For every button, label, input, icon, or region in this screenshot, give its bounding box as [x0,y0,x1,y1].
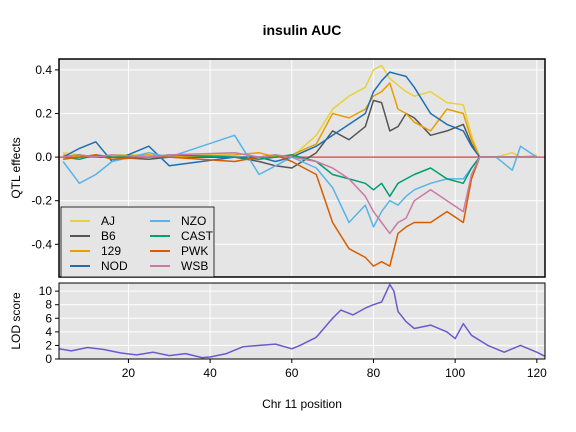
legend-label: WSB [181,259,208,273]
series-line-nod [62,71,537,167]
effects-y-ticks: -0.4 -0.2 0.0 0.2 0.4 [31,63,59,251]
lod-y-tick-label: 8 [45,298,52,312]
legend-label: B6 [101,229,116,243]
x-tick-label: 60 [285,366,299,380]
effects-y-tick-label: 0.2 [35,107,52,121]
legend-label: PWK [181,244,208,258]
lod-y-tick-label: 4 [45,325,52,339]
lod-y-tick-label: 0 [45,352,52,366]
effects-series-lines [62,64,538,267]
legend-label: NOD [101,259,128,273]
effects-panel: -0.4 -0.2 0.0 0.2 0.4 QTL effects AJB6129NOD… [9,58,546,278]
legend-label: CAST [181,229,214,243]
lod-score-line [58,283,546,359]
x-tick-label: 40 [203,366,217,380]
lod-y-tick-label: 10 [39,284,53,298]
series-line-wsb [62,151,537,235]
x-tick-label: 20 [122,366,136,380]
effects-y-tick-label: -0.2 [31,194,52,208]
lod-series-line [58,283,546,359]
effects-y-tick-label: -0.4 [31,237,52,251]
lod-y-axis-label: LOD score [9,292,23,350]
lod-plot-background [59,283,545,359]
lod-x-ticks: 20 40 60 80 100 120 [122,359,547,380]
lod-y-tick-label: 2 [45,338,52,352]
effects-y-tick-label: 0.4 [35,63,52,77]
x-axis-label: Chr 11 position [262,397,342,411]
x-tick-label: 120 [527,366,547,380]
effects-y-tick-label: 0.0 [35,150,52,164]
lod-plot-frame [58,282,546,360]
effects-y-axis-label: QTL effects [9,137,23,198]
chart-title: insulin AUC [263,22,342,38]
series-line-pwk [62,154,537,267]
effects-plot-frame [58,58,546,278]
x-tick-label: 80 [367,366,381,380]
lod-y-tick-label: 6 [45,311,52,325]
legend-label: AJ [101,214,115,228]
x-tick-label: 100 [445,366,465,380]
legend-label: 129 [101,244,121,258]
legend-label: NZO [181,214,206,228]
